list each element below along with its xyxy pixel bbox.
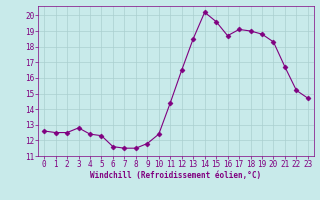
X-axis label: Windchill (Refroidissement éolien,°C): Windchill (Refroidissement éolien,°C) — [91, 171, 261, 180]
